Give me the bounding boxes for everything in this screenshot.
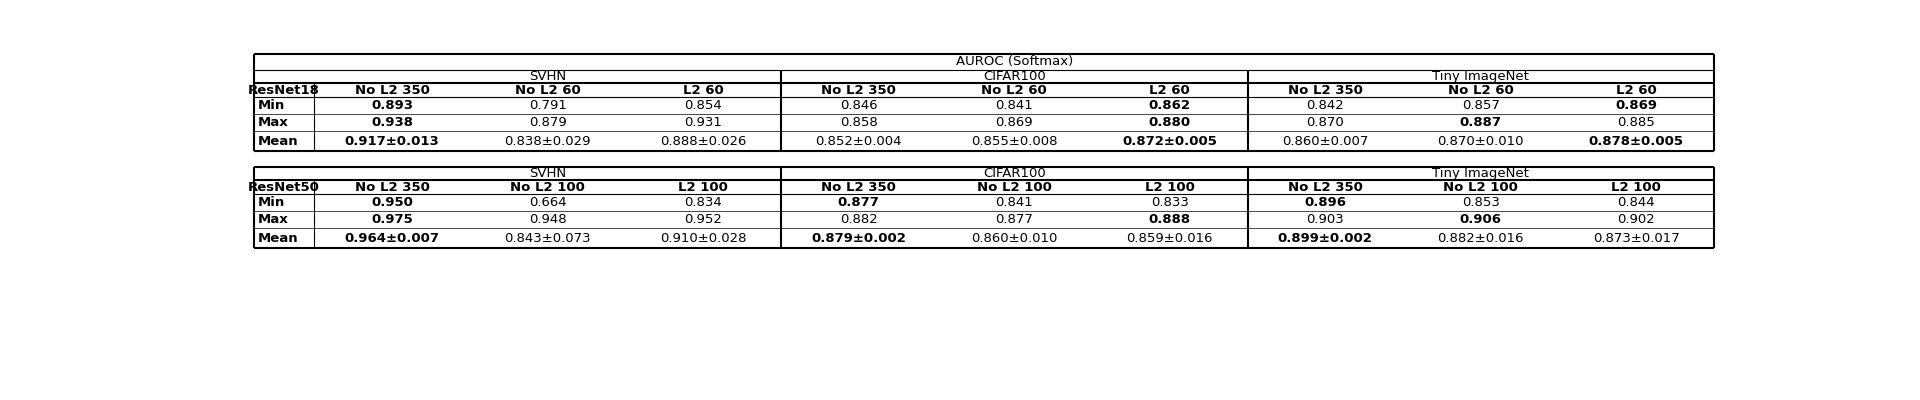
Text: 0.860±0.007: 0.860±0.007 [1283, 135, 1369, 148]
Text: Mean: Mean [257, 135, 298, 148]
Text: Max: Max [257, 116, 288, 129]
Text: No L2 350: No L2 350 [355, 84, 430, 97]
Text: No L2 100: No L2 100 [511, 181, 586, 194]
Text: 0.841: 0.841 [995, 196, 1033, 209]
Text: 0.888±0.026: 0.888±0.026 [660, 135, 747, 148]
Text: 0.791: 0.791 [528, 99, 566, 112]
Text: SVHN: SVHN [530, 70, 566, 83]
Text: No L2 100: No L2 100 [1444, 181, 1519, 194]
Text: L2 60: L2 60 [684, 84, 724, 97]
Text: No L2 60: No L2 60 [1448, 84, 1513, 97]
Text: 0.938: 0.938 [371, 116, 413, 129]
Text: 0.858: 0.858 [839, 116, 877, 129]
Text: 0.902: 0.902 [1617, 213, 1655, 226]
Text: 0.877: 0.877 [995, 213, 1033, 226]
Text: L2 60: L2 60 [1617, 84, 1657, 97]
Text: Max: Max [257, 213, 288, 226]
Text: No L2 350: No L2 350 [355, 181, 430, 194]
Text: 0.860±0.010: 0.860±0.010 [972, 232, 1058, 245]
Text: 0.952: 0.952 [684, 213, 722, 226]
Text: SVHN: SVHN [530, 167, 566, 180]
Text: 0.833: 0.833 [1150, 196, 1188, 209]
Text: No L2 350: No L2 350 [822, 84, 897, 97]
Text: CIFAR100: CIFAR100 [983, 167, 1046, 180]
Text: 0.882: 0.882 [839, 213, 877, 226]
Text: 0.888: 0.888 [1148, 213, 1190, 226]
Text: 0.917±0.013: 0.917±0.013 [346, 135, 440, 148]
Text: 0.846: 0.846 [839, 99, 877, 112]
Text: No L2 350: No L2 350 [1288, 84, 1363, 97]
Text: L2 100: L2 100 [1611, 181, 1661, 194]
Text: 0.859±0.016: 0.859±0.016 [1127, 232, 1213, 245]
Text: 0.879±0.002: 0.879±0.002 [812, 232, 906, 245]
Text: 0.834: 0.834 [684, 196, 722, 209]
Text: 0.873±0.017: 0.873±0.017 [1594, 232, 1680, 245]
Text: 0.857: 0.857 [1461, 99, 1500, 112]
Text: 0.975: 0.975 [371, 213, 413, 226]
Text: 0.880: 0.880 [1148, 116, 1190, 129]
Text: 0.862: 0.862 [1148, 99, 1190, 112]
Text: 0.878±0.005: 0.878±0.005 [1588, 135, 1684, 148]
Text: L2 100: L2 100 [1144, 181, 1194, 194]
Text: No L2 350: No L2 350 [1288, 181, 1363, 194]
Text: 0.664: 0.664 [528, 196, 566, 209]
Text: 0.906: 0.906 [1459, 213, 1501, 226]
Text: 0.887: 0.887 [1459, 116, 1501, 129]
Text: L2 60: L2 60 [1150, 84, 1190, 97]
Text: 0.893: 0.893 [371, 99, 413, 112]
Text: 0.870: 0.870 [1306, 116, 1344, 129]
Text: 0.885: 0.885 [1617, 116, 1655, 129]
Text: 0.842: 0.842 [1306, 99, 1344, 112]
Text: 0.841: 0.841 [995, 99, 1033, 112]
Text: No L2 60: No L2 60 [515, 84, 580, 97]
Text: 0.870±0.010: 0.870±0.010 [1438, 135, 1524, 148]
Text: 0.903: 0.903 [1306, 213, 1344, 226]
Text: 0.838±0.029: 0.838±0.029 [505, 135, 591, 148]
Text: ResNet50: ResNet50 [248, 181, 321, 194]
Text: 0.879: 0.879 [528, 116, 566, 129]
Text: Min: Min [257, 196, 284, 209]
Text: 0.855±0.008: 0.855±0.008 [972, 135, 1058, 148]
Text: 0.896: 0.896 [1304, 196, 1346, 209]
Text: No L2 350: No L2 350 [822, 181, 897, 194]
Text: L2 100: L2 100 [678, 181, 728, 194]
Text: Tiny ImageNet: Tiny ImageNet [1432, 167, 1528, 180]
Text: 0.964±0.007: 0.964±0.007 [346, 232, 440, 245]
Text: 0.948: 0.948 [528, 213, 566, 226]
Text: 0.910±0.028: 0.910±0.028 [660, 232, 747, 245]
Text: 0.950: 0.950 [371, 196, 413, 209]
Text: 0.872±0.005: 0.872±0.005 [1123, 135, 1217, 148]
Text: 0.854: 0.854 [684, 99, 722, 112]
Text: 0.869: 0.869 [1615, 99, 1657, 112]
Text: 0.844: 0.844 [1617, 196, 1655, 209]
Text: 0.852±0.004: 0.852±0.004 [816, 135, 902, 148]
Text: 0.899±0.002: 0.899±0.002 [1279, 232, 1373, 245]
Text: ResNet18: ResNet18 [248, 84, 321, 97]
Text: 0.882±0.016: 0.882±0.016 [1438, 232, 1524, 245]
Text: AUROC (Softmax): AUROC (Softmax) [956, 55, 1073, 68]
Text: 0.843±0.073: 0.843±0.073 [505, 232, 591, 245]
Text: Tiny ImageNet: Tiny ImageNet [1432, 70, 1528, 83]
Text: 0.877: 0.877 [837, 196, 879, 209]
Text: No L2 60: No L2 60 [981, 84, 1046, 97]
Text: Min: Min [257, 99, 284, 112]
Text: 0.869: 0.869 [995, 116, 1033, 129]
Text: CIFAR100: CIFAR100 [983, 70, 1046, 83]
Text: Mean: Mean [257, 232, 298, 245]
Text: No L2 100: No L2 100 [977, 181, 1052, 194]
Text: 0.853: 0.853 [1461, 196, 1500, 209]
Text: 0.931: 0.931 [684, 116, 722, 129]
